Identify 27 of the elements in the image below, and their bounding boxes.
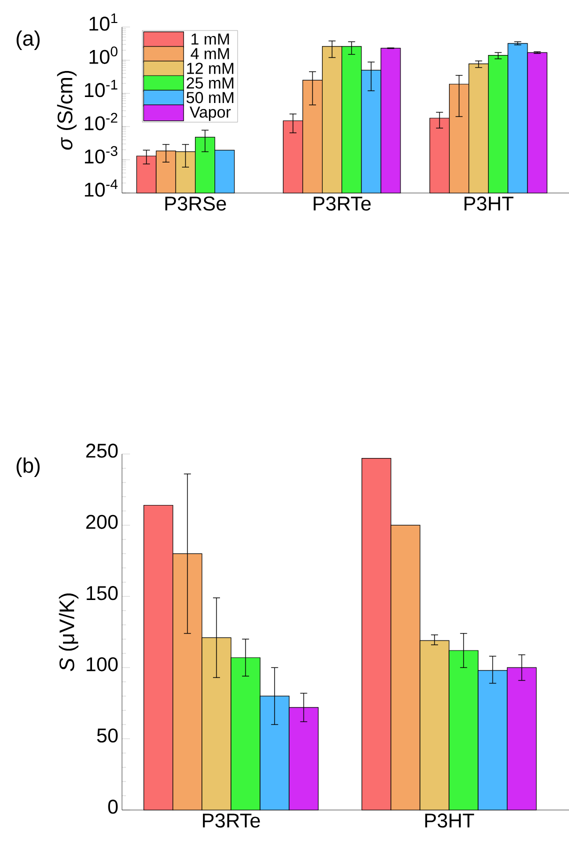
legend-label: 50 mM [186,92,234,104]
x-tick-label: P3RSe [165,196,226,211]
x-tick-label: P3HT [464,196,514,211]
text: (a) [16,30,40,50]
y-tick-label: 10$^{-1}$ [84,80,118,98]
y-tick-label: 10$^{-4}$ [84,179,118,197]
legend-label: 1 mM [192,34,229,45]
y-tick-label: 50 [97,728,118,743]
y-tick-label: 250 [86,444,118,458]
x-tick-label: P3RTe [314,196,371,211]
y-tick-label: 150 [86,586,118,600]
legend-label: 12 mM [187,62,234,74]
x-tick-label: P3HT [425,814,474,828]
y-tick-label: 0 [108,800,118,814]
y-tick-label: 200 [86,514,118,529]
x-tick-label: P3RTe [202,814,260,828]
y-tick-label: 100 [86,657,118,672]
legend-label: Vapor [190,106,231,121]
legend-label: 25 mM [186,77,234,89]
text: (b) [16,458,40,478]
y-axis-title: S (μV/K) [58,594,78,672]
y-tick-label: 10$^{-3}$ [84,146,118,164]
y-axis-title: σ (S/cm) [57,70,77,150]
legend-label: 4 mM [190,48,229,60]
y-tick-label: 10$^{0}$ [90,46,118,64]
y-tick-label: 10$^{1}$ [90,13,118,31]
y-tick-label: 10$^{-2}$ [84,112,118,130]
